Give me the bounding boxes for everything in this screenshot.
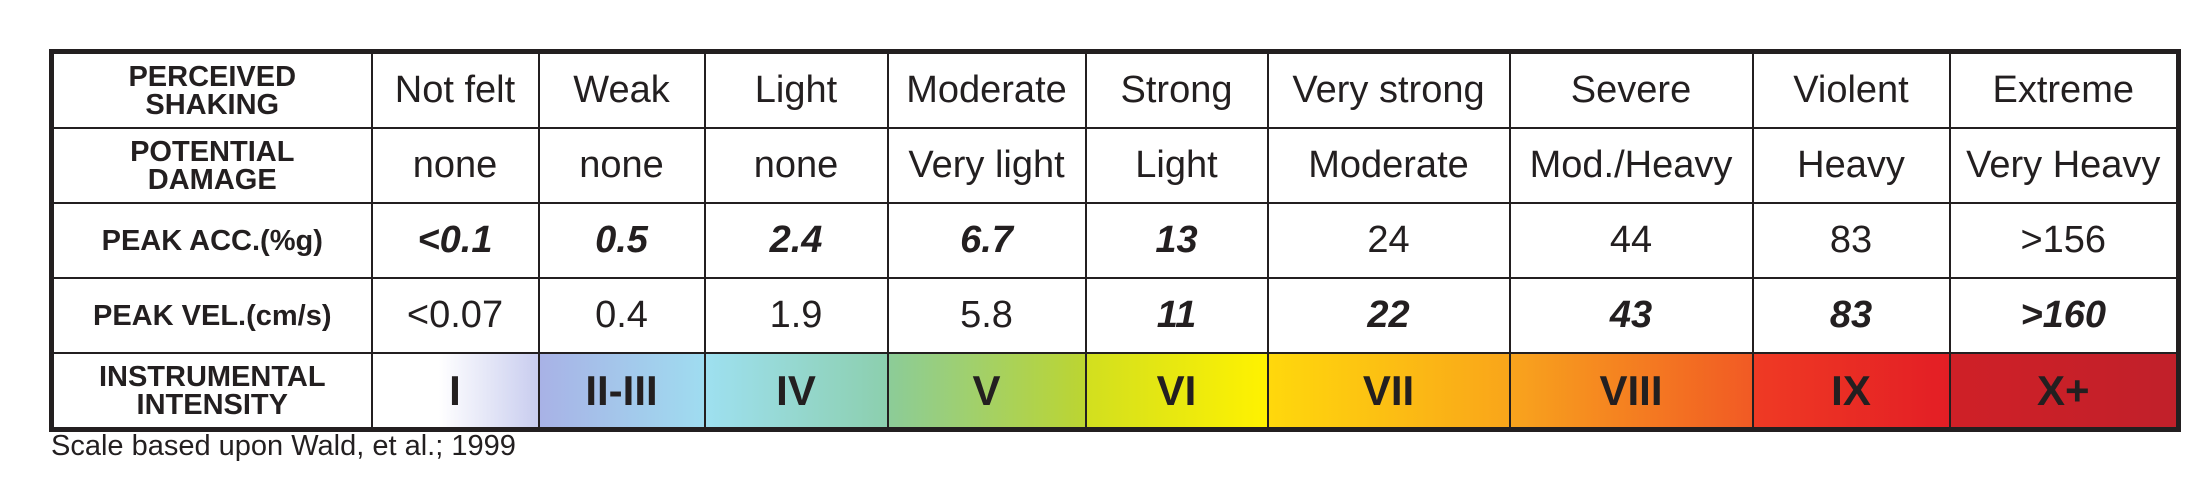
table-cell: Severe [1508,50,1754,129]
table-cell: Violent [1751,50,1951,129]
table-cell: <0.07 [370,277,540,354]
table-cell: 83 [1751,277,1951,354]
table-cell: Heavy [1751,127,1951,204]
table-cell: 2.4 [703,202,889,279]
table-cell: VII [1266,352,1511,431]
table-cell: 24 [1266,202,1511,279]
table-cell: I [370,352,540,431]
table-cell: >160 [1948,277,2180,354]
table-cell: 44 [1508,202,1754,279]
table-cell: VI [1084,352,1269,431]
table-cell: 0.4 [537,277,706,354]
table-cell: Moderate [1266,127,1511,204]
table-row: PEAK VEL.(cm/s) <0.07 0.4 1.9 5.8 11 22 43 83 >16… [50,277,2180,354]
table-cell: none [537,127,706,204]
table-cell: Strong [1084,50,1269,129]
table-cell: Very Heavy [1948,127,2180,204]
table-cell: Light [703,50,889,129]
row-header: PERCEIVED SHAKING [50,50,373,129]
table-cell: none [370,127,540,204]
table-cell: none [703,127,889,204]
table-cell: V [886,352,1087,431]
intensity-scale-table: PERCEIVED SHAKING Not felt Weak Light Modera… [49,49,2181,432]
table-cell: Weak [537,50,706,129]
footnote: Scale based upon Wald, et al.; 1999 [51,430,516,462]
table-cell: Very strong [1266,50,1511,129]
row-header: POTENTIAL DAMAGE [50,127,373,204]
table-cell: 6.7 [886,202,1087,279]
table-cell: Not felt [370,50,540,129]
table-cell: 0.5 [537,202,706,279]
table-cell: X+ [1948,352,2180,431]
table-cell: IV [703,352,889,431]
table-cell: 5.8 [886,277,1087,354]
table-cell: 13 [1084,202,1269,279]
table-row: PEAK ACC.(%g) <0.1 0.5 2.4 6.7 13 24 44 83 >156 [50,202,2180,279]
table-cell: Moderate [886,50,1087,129]
table-cell: VIII [1508,352,1754,431]
table-row: INSTRUMENTAL INTENSITY I II-III IV V VI VII VII… [50,352,2180,431]
table-cell: II-III [537,352,706,431]
table-cell: Extreme [1948,50,2180,129]
table-cell: 83 [1751,202,1951,279]
table-row: PERCEIVED SHAKING Not felt Weak Light Modera… [50,50,2180,129]
row-header: INSTRUMENTAL INTENSITY [50,352,373,431]
table-cell: 22 [1266,277,1511,354]
table-cell: 1.9 [703,277,889,354]
table-cell: Mod./Heavy [1508,127,1754,204]
table-cell: Very light [886,127,1087,204]
table-row: POTENTIAL DAMAGE none none none Very light Li… [50,127,2180,204]
row-header: PEAK VEL.(cm/s) [50,277,373,354]
table-cell: >156 [1948,202,2180,279]
table-cell: IX [1751,352,1951,431]
table-cell: 43 [1508,277,1754,354]
table-cell: <0.1 [370,202,540,279]
table-cell: 11 [1084,277,1269,354]
row-header: PEAK ACC.(%g) [50,202,373,279]
table-cell: Light [1084,127,1269,204]
